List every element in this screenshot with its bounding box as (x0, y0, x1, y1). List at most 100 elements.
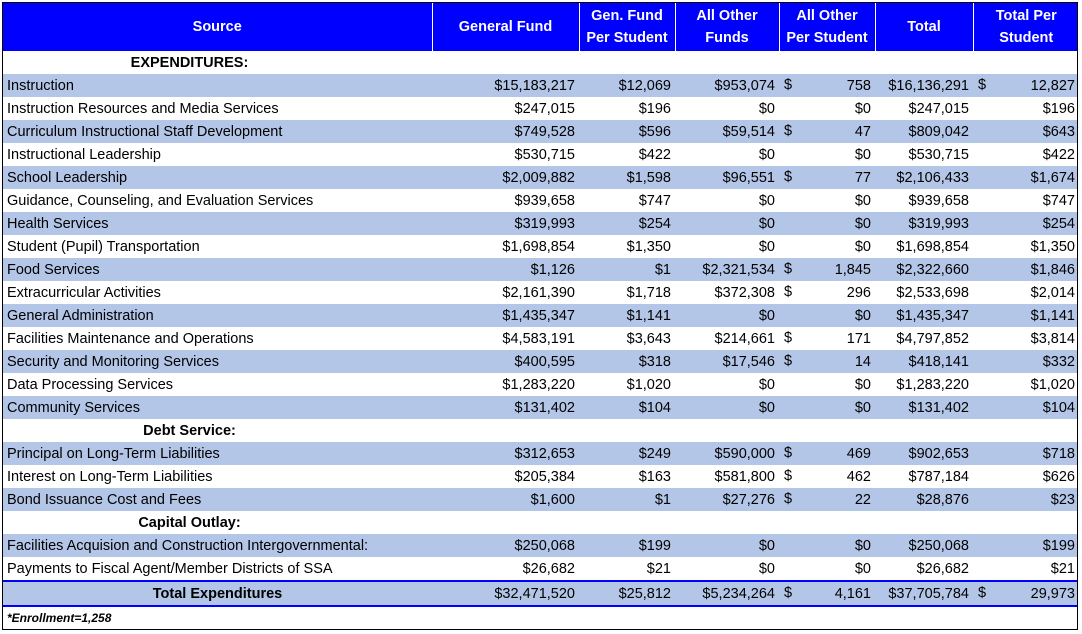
table-row: Student (Pupil) Transportation $1,698,854… (3, 235, 1077, 258)
ao-per-student-cell-value: $0 (854, 399, 871, 416)
gf-per-student-cell-value: $1,141 (626, 307, 671, 324)
gf-per-student-cell-value: $1 (654, 491, 671, 508)
source-cell: Extracurricular Activities (3, 281, 432, 304)
all-other-funds-cell-value: $0 (758, 307, 775, 324)
gf-per-student-cell: $596 (579, 120, 675, 143)
source-cell-value: Instruction Resources and Media Services (7, 100, 279, 117)
gf-per-student-cell-value: $422 (638, 146, 671, 163)
total-cell: $37,705,784 (875, 580, 973, 607)
general-fund-cell-value: $1,698,854 (502, 238, 575, 255)
table-row: Food Services $1,126 $1 $2,321,534 $1,845 $2,… (3, 258, 1077, 281)
all-other-funds-cell-value: $96,551 (722, 169, 775, 186)
total-cell-value: $530,715 (908, 146, 969, 163)
general-fund-cell-value: $1,126 (530, 261, 575, 278)
source-cell: Community Services (3, 396, 432, 419)
empty-cell (675, 419, 779, 442)
empty-cell (779, 419, 875, 442)
gf-per-student-cell-value: $747 (638, 192, 671, 209)
all-other-funds-cell: $0 (675, 557, 779, 581)
all-other-funds-cell: $0 (675, 189, 779, 212)
empty-cell (675, 511, 779, 534)
source-cell-value: Security and Monitoring Services (7, 353, 219, 370)
total-per-student-cell-value: $1,350 (1030, 238, 1075, 255)
table-row: Payments to Fiscal Agent/Member District… (3, 557, 1077, 581)
gf-per-student-cell-value: $3,643 (626, 330, 671, 347)
empty-cell (875, 419, 973, 442)
total-cell: $26,682 (875, 557, 973, 581)
general-fund-cell-value: $32,471,520 (494, 585, 575, 602)
ao-per-student-cell-value: 22 (854, 491, 871, 508)
section-row: EXPENDITURES: (3, 51, 1077, 74)
total-per-student-cell: $1,846 (973, 258, 1077, 281)
general-fund-cell-value: $312,653 (514, 445, 575, 462)
general-fund-cell: $939,658 (432, 189, 579, 212)
ao-per-student-cell: $0 (779, 143, 875, 166)
source-cell-value: Facilities Maintenance and Operations (7, 330, 254, 347)
source-cell-value: Community Services (7, 399, 140, 416)
source-cell-value: General Administration (7, 307, 154, 324)
general-fund-cell-value: $131,402 (514, 399, 575, 416)
total-per-student-cell: $199 (973, 534, 1077, 557)
all-other-funds-cell-value: $0 (758, 560, 775, 577)
gf-per-student-cell-value: $1 (654, 261, 671, 278)
all-other-funds-cell-value: $0 (758, 100, 775, 117)
currency-symbol: $ (978, 585, 987, 601)
table-row: Instruction Resources and Media Services… (3, 97, 1077, 120)
total-cell-value: $250,068 (908, 537, 969, 554)
gf-per-student-cell-value: $163 (638, 468, 671, 485)
total-cell: $902,653 (875, 442, 973, 465)
ao-per-student-cell-value: $0 (854, 192, 871, 209)
general-fund-cell-value: $1,283,220 (502, 376, 575, 393)
total-cell-value: $418,141 (908, 353, 969, 370)
source-cell: Food Services (3, 258, 432, 281)
total-per-student-cell: $196 (973, 97, 1077, 120)
ao-per-student-cell: $296 (779, 281, 875, 304)
general-fund-cell: $1,435,347 (432, 304, 579, 327)
source-cell-value: Total Expenditures (152, 585, 283, 602)
total-per-student-cell-value: $332 (1042, 353, 1075, 370)
total-per-student-cell-value: $254 (1042, 215, 1075, 232)
total-cell: $250,068 (875, 534, 973, 557)
gf-per-student-cell: $3,643 (579, 327, 675, 350)
source-cell-value: Instruction (7, 77, 74, 94)
header-general-fund: General Fund (432, 3, 580, 51)
source-cell: Instructional Leadership (3, 143, 432, 166)
source-cell-value: Student (Pupil) Transportation (7, 238, 200, 255)
currency-symbol: $ (784, 585, 793, 601)
ao-per-student-cell: $1,845 (779, 258, 875, 281)
total-per-student-cell: $1,141 (973, 304, 1077, 327)
total-cell: $2,106,433 (875, 166, 973, 189)
total-per-student-cell-value: 29,973 (1030, 585, 1075, 602)
total-cell: $131,402 (875, 396, 973, 419)
general-fund-cell: $1,126 (432, 258, 579, 281)
general-fund-cell: $1,283,220 (432, 373, 579, 396)
source-cell-value: Principal on Long-Term Liabilities (7, 445, 220, 462)
all-other-funds-cell-value: $2,321,534 (702, 261, 775, 278)
empty-cell (973, 51, 1077, 74)
ao-per-student-cell-value: 4,161 (834, 585, 871, 602)
source-cell: Payments to Fiscal Agent/Member District… (3, 557, 432, 581)
total-cell: $787,184 (875, 465, 973, 488)
header-gen-fund-per-student: Gen. Fund Per Student (579, 3, 676, 51)
source-cell-value: Payments to Fiscal Agent/Member District… (7, 560, 333, 577)
all-other-funds-cell: $2,321,534 (675, 258, 779, 281)
table-row: Facilities Maintenance and Operations $4,… (3, 327, 1077, 350)
all-other-funds-cell-value: $17,546 (722, 353, 775, 370)
gf-per-student-cell: $1 (579, 488, 675, 511)
total-per-student-cell-value: $718 (1042, 445, 1075, 462)
total-per-student-cell: $643 (973, 120, 1077, 143)
all-other-funds-cell-value: $953,074 (714, 77, 775, 94)
total-cell-value: $247,015 (908, 100, 969, 117)
footnote-row: *Enrollment=1,258 (3, 606, 1077, 629)
general-fund-cell: $530,715 (432, 143, 579, 166)
ao-per-student-cell: $77 (779, 166, 875, 189)
source-cell: Total Expenditures (3, 580, 432, 607)
total-per-student-cell: $104 (973, 396, 1077, 419)
header-total-per-student: Total Per Student (973, 3, 1077, 51)
gf-per-student-cell-value: $25,812 (618, 585, 671, 602)
ao-per-student-cell: $0 (779, 373, 875, 396)
table-row: Data Processing Services $1,283,220 $1,020… (3, 373, 1077, 396)
ao-per-student-cell-value: 171 (846, 330, 871, 347)
ao-per-student-cell-value: 77 (854, 169, 871, 186)
